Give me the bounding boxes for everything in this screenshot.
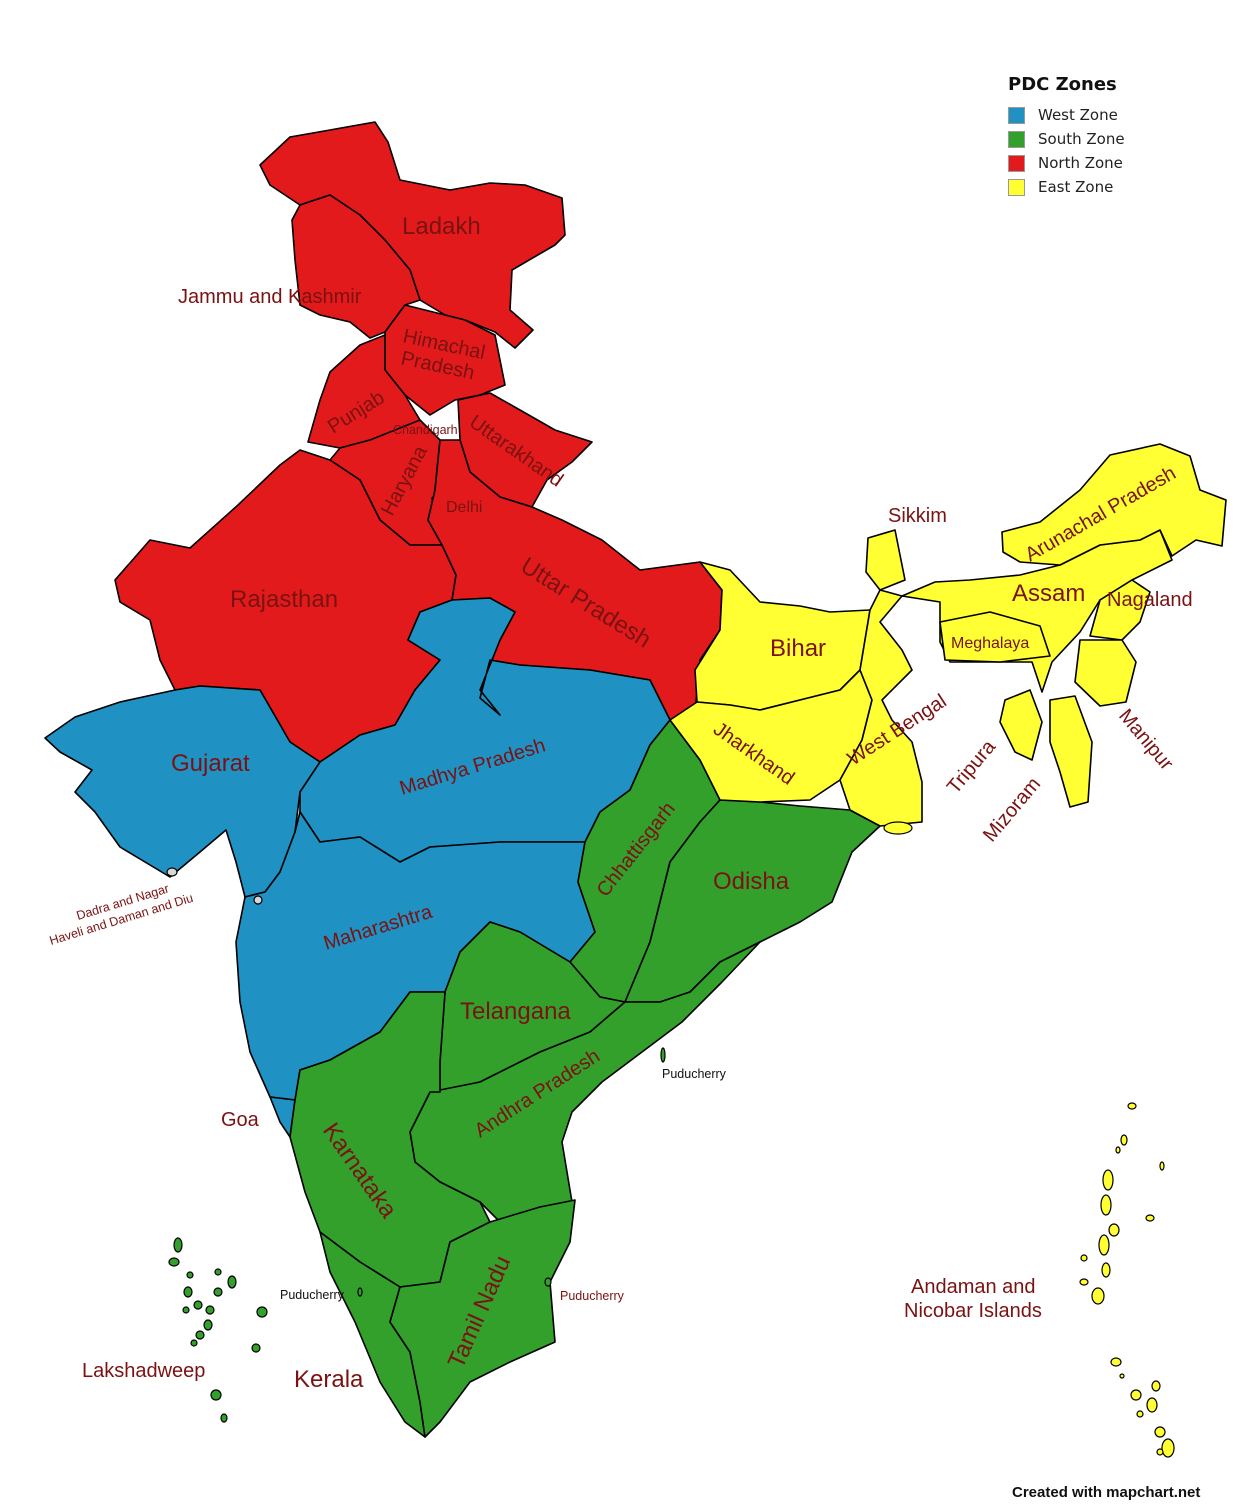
island [220, 1413, 228, 1423]
label-gujarat: Gujarat [171, 750, 250, 777]
island [1151, 1380, 1161, 1392]
island [205, 1305, 215, 1315]
label-nagaland: Nagaland [1107, 589, 1193, 611]
island [193, 1300, 203, 1310]
island [1159, 1161, 1165, 1171]
island [1146, 1397, 1158, 1413]
legend-swatch [1008, 178, 1025, 196]
state-meghalaya [939, 611, 1051, 663]
island [195, 1330, 205, 1340]
state-karnataka [289, 991, 491, 1288]
island [544, 1277, 552, 1287]
island [1102, 1169, 1114, 1191]
label-bihar: Bihar [770, 635, 826, 662]
state-manipur [1074, 639, 1137, 707]
island [210, 1389, 222, 1401]
label-andaman-2: Nicobar Islands [904, 1300, 1042, 1322]
label-meghalaya: Meghalaya [951, 635, 1029, 652]
island [1120, 1134, 1128, 1146]
label-mizoram: Mizoram [979, 773, 1045, 846]
island [227, 1275, 237, 1289]
legend-title: PDC Zones [1008, 74, 1117, 95]
island [1161, 1438, 1175, 1458]
island [1154, 1426, 1166, 1438]
label-tripura: Tripura [943, 735, 1001, 798]
label-telangana: Telangana [460, 998, 571, 1025]
island [1145, 1214, 1155, 1222]
island [186, 1271, 194, 1279]
island [168, 1257, 180, 1267]
legend-item-west: West Zone [1008, 103, 1125, 127]
label-odisha: Odisha [713, 868, 790, 895]
legend-label: North Zone [1038, 154, 1123, 172]
legend-swatch [1008, 106, 1025, 124]
island [1115, 1146, 1121, 1154]
label-assam: Assam [1012, 580, 1085, 607]
island [256, 1306, 268, 1318]
legend-label: South Zone [1038, 130, 1125, 148]
island [1091, 1287, 1105, 1305]
legend-swatch [1008, 154, 1025, 172]
state-mizoram [1049, 695, 1093, 808]
island [203, 1319, 213, 1331]
island [883, 821, 913, 835]
island [1156, 1448, 1164, 1456]
island [1136, 1410, 1144, 1418]
island [251, 1343, 261, 1353]
island [1108, 1223, 1120, 1237]
legend-item-east: East Zone [1008, 175, 1125, 199]
legend-item-north: North Zone [1008, 151, 1125, 175]
island [1127, 1102, 1137, 1110]
state-west-bengal [839, 589, 923, 827]
label-sikkim: Sikkim [888, 505, 947, 527]
island [182, 1306, 190, 1314]
label-ladakh: Ladakh [402, 213, 481, 240]
label-delhi: Delhi [446, 499, 482, 516]
label-chandigarh: Chandigarh [393, 423, 458, 437]
island [1079, 1278, 1089, 1286]
label-jammu-kashmir: Jammu and Kashmir [178, 286, 362, 308]
island [214, 1268, 222, 1276]
state-tamil-nadu [389, 1199, 576, 1438]
state-arunachal [1001, 443, 1227, 566]
island [183, 1286, 193, 1298]
state-nagaland [1089, 579, 1151, 641]
state-tripura [999, 689, 1043, 761]
island [213, 1287, 223, 1297]
island [660, 1047, 666, 1063]
state-odisha [624, 799, 881, 1003]
label-manipur: Manipur [1114, 705, 1178, 775]
label-andaman-1: Andaman and [911, 1276, 1036, 1298]
legend-swatch [1008, 130, 1025, 148]
legend-label: West Zone [1038, 106, 1118, 124]
state-regions [44, 121, 1227, 1438]
label-puducherry-yanam: Puducherry [662, 1067, 727, 1081]
island [190, 1339, 198, 1347]
credit-text: Created with mapchart.net [1012, 1484, 1201, 1501]
label-puducherry-mahe: Puducherry [280, 1288, 345, 1302]
island [1101, 1262, 1111, 1278]
island [357, 1287, 363, 1297]
island [1130, 1389, 1142, 1401]
island [253, 895, 263, 905]
label-kerala: Kerala [294, 1366, 364, 1393]
island [173, 1237, 183, 1253]
island [1098, 1234, 1110, 1256]
label-goa: Goa [221, 1109, 260, 1131]
label-lakshadweep: Lakshadweep [82, 1360, 205, 1382]
label-puducherry-karaikal: Puducherry [560, 1289, 625, 1303]
island [166, 867, 178, 877]
island [1100, 1194, 1112, 1216]
legend-label: East Zone [1038, 178, 1114, 196]
island [1110, 1357, 1122, 1367]
state-sikkim [865, 529, 906, 591]
islands [166, 821, 1175, 1458]
legend-item-south: South Zone [1008, 127, 1125, 151]
label-rajasthan: Rajasthan [230, 586, 338, 613]
legend: PDC Zones West Zone South Zone North Zon… [1008, 74, 1125, 199]
island [1119, 1373, 1125, 1379]
island [1080, 1254, 1088, 1262]
